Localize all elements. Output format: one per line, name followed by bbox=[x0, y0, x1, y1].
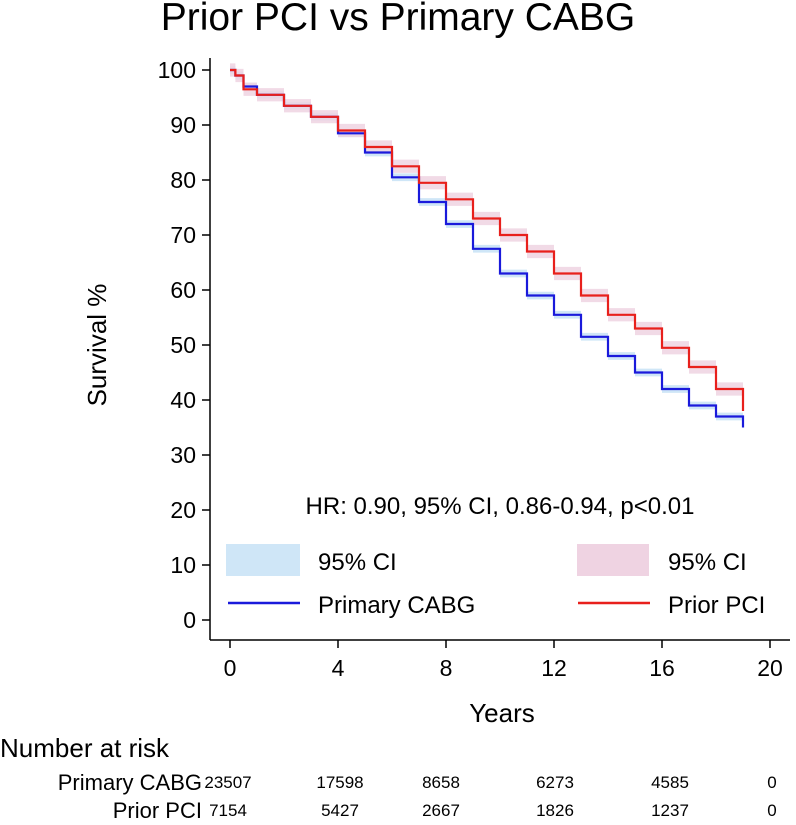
risk-table-title: Number at risk bbox=[0, 733, 170, 763]
hazard-ratio-annotation: HR: 0.90, 95% CI, 0.86-0.94, p<0.01 bbox=[306, 493, 695, 520]
legend-label-prior-pci: Prior PCI bbox=[668, 592, 765, 619]
risk-row-label: Prior PCI bbox=[112, 798, 202, 823]
y-tick-label: 70 bbox=[170, 222, 196, 248]
y-tick-label: 20 bbox=[170, 497, 196, 523]
risk-cell: 6273 bbox=[536, 773, 574, 792]
risk-row-label: Primary CABG bbox=[57, 770, 202, 795]
y-tick-label: 80 bbox=[170, 167, 196, 193]
risk-cell: 7154 bbox=[209, 801, 247, 820]
series-line-primary-cabg bbox=[230, 68, 745, 428]
legend: 95% CI 95% CI Primary CABG Prior PCI bbox=[226, 544, 765, 619]
y-tick-label: 90 bbox=[170, 112, 196, 138]
x-tick-label: 4 bbox=[332, 655, 345, 681]
chart-title: Prior PCI vs Primary CABG bbox=[160, 0, 636, 39]
risk-cell: 0 bbox=[767, 801, 777, 820]
y-axis-label: Survival % bbox=[82, 284, 112, 407]
axes: 0 10 20 30 40 50 60 70 80 90 100 0 4 8 12 16 20 Years Surv… bbox=[82, 57, 790, 728]
risk-cell: 23507 bbox=[204, 773, 252, 792]
risk-cell: 2667 bbox=[422, 801, 460, 820]
x-tick-label: 20 bbox=[757, 655, 783, 681]
legend-swatch-ci-cabg bbox=[226, 544, 300, 576]
risk-cell: 1237 bbox=[651, 801, 689, 820]
y-tick-label: 60 bbox=[170, 277, 196, 303]
y-tick-label: 30 bbox=[170, 442, 196, 468]
legend-label-ci-cabg: 95% CI bbox=[318, 549, 397, 576]
x-tick-label: 16 bbox=[649, 655, 675, 681]
y-tick-label: 100 bbox=[158, 57, 196, 83]
ci-bands bbox=[230, 63, 743, 432]
risk-cell: 17598 bbox=[316, 773, 364, 792]
y-tick-label: 10 bbox=[170, 552, 196, 578]
x-axis-label: Years bbox=[469, 698, 535, 728]
risk-cell: 5427 bbox=[321, 801, 359, 820]
y-tick-label: 50 bbox=[170, 332, 196, 358]
ci-band-prior-pci bbox=[230, 63, 743, 418]
risk-cell: 0 bbox=[767, 773, 777, 792]
legend-label-ci-pci: 95% CI bbox=[668, 549, 747, 576]
y-tick-label: 40 bbox=[170, 387, 196, 413]
x-tick-label: 12 bbox=[541, 655, 567, 681]
x-tick-label: 0 bbox=[224, 655, 237, 681]
survival-lines bbox=[230, 68, 745, 428]
series-line-prior-pci bbox=[230, 68, 745, 411]
risk-cell: 1826 bbox=[536, 801, 574, 820]
legend-label-primary-cabg: Primary CABG bbox=[318, 592, 475, 619]
x-tick-label: 8 bbox=[440, 655, 453, 681]
risk-cell: 8658 bbox=[422, 773, 460, 792]
legend-swatch-ci-pci bbox=[577, 544, 649, 576]
risk-cell: 4585 bbox=[651, 773, 689, 792]
y-tick-label: 0 bbox=[183, 607, 196, 633]
